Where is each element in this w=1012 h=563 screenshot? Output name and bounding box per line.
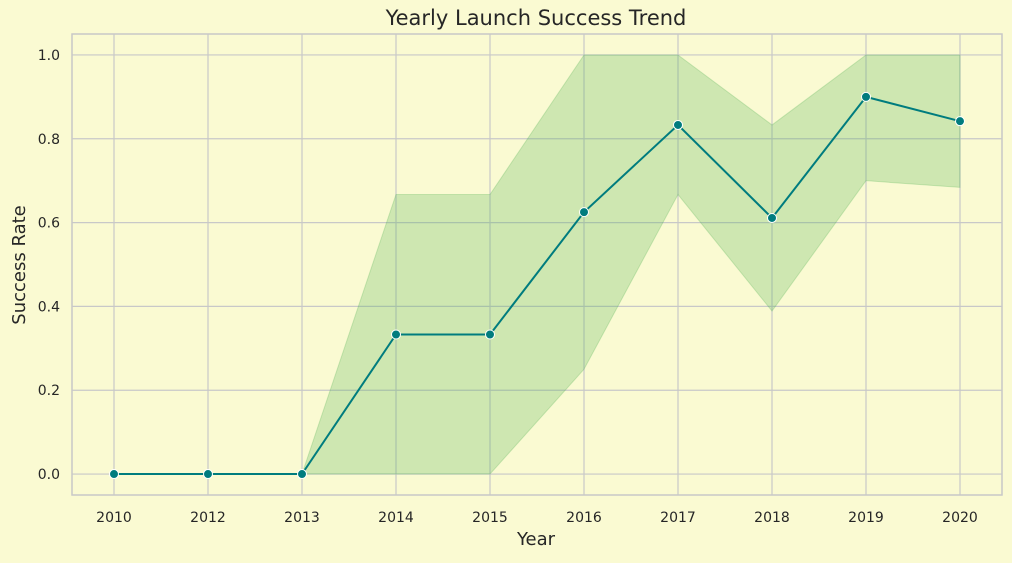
- x-tick-label: 2010: [96, 510, 132, 526]
- series-line-layer: [114, 95, 961, 476]
- x-tick-label: 2020: [942, 510, 978, 526]
- data-point: [391, 329, 401, 340]
- y-tick-label: 0.2: [38, 383, 60, 399]
- chart-title: Yearly Launch Success Trend: [385, 6, 687, 30]
- x-tick-label: 2015: [472, 510, 508, 526]
- data-point: [203, 469, 213, 480]
- data-point: [579, 207, 589, 218]
- plot-frame: [71, 33, 1003, 496]
- x-tick-label: 2014: [378, 510, 414, 526]
- data-point: [109, 469, 119, 480]
- confidence-band: [114, 54, 961, 475]
- y-tick-label: 0.4: [38, 299, 60, 315]
- x-tick-label: 2016: [566, 510, 602, 526]
- y-tick-label: 0.6: [38, 216, 60, 232]
- x-axis-label: Year: [516, 529, 556, 550]
- data-point: [955, 116, 965, 127]
- data-points-layer: [109, 91, 965, 480]
- y-axis-label: Success Rate: [9, 205, 30, 324]
- x-tick-label: 2013: [284, 510, 320, 526]
- data-point: [485, 329, 495, 340]
- data-point: [767, 212, 777, 223]
- series-line: [114, 95, 961, 476]
- x-tick-label: 2018: [754, 510, 790, 526]
- x-tick-label: 2017: [660, 510, 696, 526]
- x-tick-label: 2012: [190, 510, 226, 526]
- data-point: [297, 469, 307, 480]
- data-point: [861, 91, 871, 102]
- confidence-band-layer: [114, 54, 961, 475]
- y-tick-label: 0.0: [38, 467, 60, 483]
- y-tick-label: 0.8: [38, 132, 60, 148]
- data-point: [673, 119, 683, 130]
- axis-layer: 2010 2012 2013 2014 2015 2016 2017 2018 2019 2020…: [38, 33, 1003, 526]
- x-tick-label: 2019: [848, 510, 884, 526]
- y-tick-label: 1.0: [38, 48, 60, 64]
